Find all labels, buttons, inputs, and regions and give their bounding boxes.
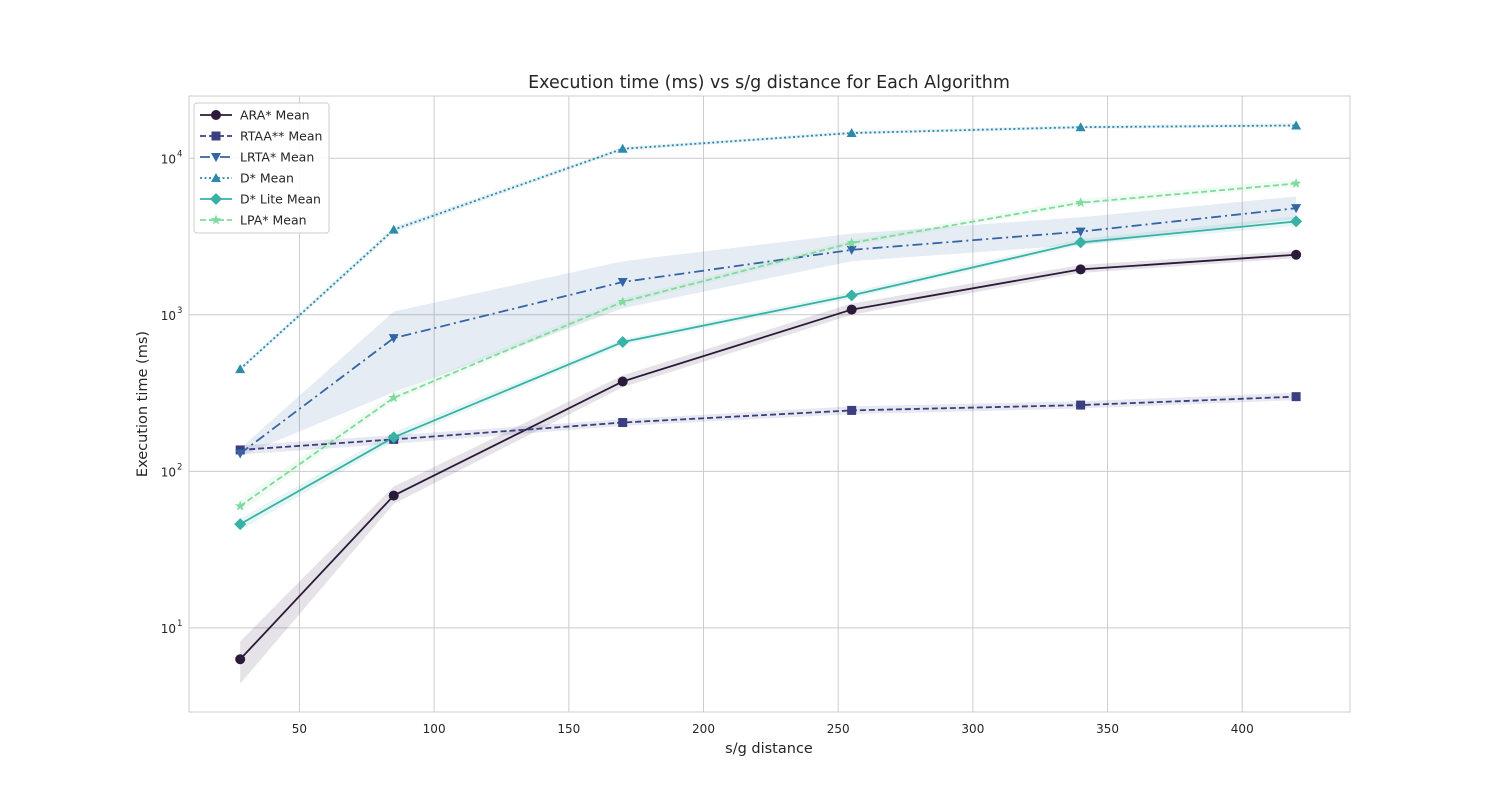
d-mean-point [617,143,628,153]
ara-mean-point [1075,264,1086,275]
series-lines [239,124,1297,660]
rtaa-mean-line [240,395,1297,451]
d-lite-mean-point [616,336,629,349]
d-lite-mean-point [1290,215,1303,228]
legend-marker-rtaa-mean [211,131,221,141]
lrta-mean-point [1291,204,1302,214]
lpa-mean-point [388,392,399,403]
lpa-mean-point [846,237,857,248]
legend-label-d-lite-mean: D* Lite Mean [240,192,321,207]
series-markers [234,120,1303,665]
legend-label-d-mean: D* Mean [240,171,294,186]
d-lite-mean-point [845,289,858,302]
rtaa-mean-confidence-band [240,392,1297,455]
ara-mean-point [235,654,246,665]
legend-label-lpa-mean: LPA* Mean [240,213,307,228]
d-mean-line [239,124,1297,370]
legend-marker-ara-mean [211,110,221,120]
rtaa-mean-point [847,405,857,415]
x-tick-label: 300 [961,722,984,736]
lpa-mean-point [234,500,246,511]
x-tick-label: 350 [1096,722,1119,736]
lrta-mean-point [235,449,246,459]
lpa-mean-point [617,296,628,307]
x-tick-label: 200 [692,722,715,736]
d-lite-mean-point [1074,236,1087,249]
d-mean-point [235,364,246,374]
ara-mean-point [388,490,399,501]
lrta-mean-point [388,334,399,344]
x-tick-label: 50 [292,722,307,736]
d-lite-mean-point [387,431,400,444]
legend-marker-d-mean [211,173,221,182]
d-mean-point [388,224,399,234]
legend-marker-lpa-mean [210,214,222,225]
rtaa-mean-point [618,418,628,428]
d-mean-point [1075,122,1086,132]
lrta-mean-point [1075,227,1086,237]
d-mean-point [846,128,857,138]
y-tick-label: 10 [161,309,176,323]
y-tick-exponent: 3 [177,306,182,316]
y-axis-label: Execution time (ms) [135,331,151,477]
x-axis-label: s/g distance [725,741,813,757]
legend-label-lrta-mean: LRTA* Mean [240,150,314,165]
y-tick-exponent: 4 [177,149,182,159]
d-lite-mean-point [234,518,247,531]
x-tick-label: 400 [1231,722,1254,736]
lrta-mean-confidence-band [240,196,1297,457]
chart-title: Execution time (ms) vs s/g distance for … [528,73,1010,93]
x-tick-label: 250 [827,722,850,736]
plot-background [188,95,1351,713]
lrta-mean-point [617,278,628,288]
y-tick-exponent: 1 [177,619,182,629]
rtaa-mean-point [1076,400,1086,410]
legend-marker-lrta-mean [211,153,221,162]
ara-mean-point [846,304,857,315]
ara-mean-line [239,253,1297,660]
d-mean-point [1291,120,1302,130]
ara-mean-point [1291,249,1302,260]
legend-label-ara-mean: ARA* Mean [240,108,310,123]
lrta-mean-point [846,245,857,255]
lpa-mean-point [1075,197,1086,208]
legend-marker-d-lite-mean [210,193,222,205]
rtaa-mean-point [1291,392,1301,402]
x-tick-labels: 50 100 150 200 250 300 350 400 [292,722,1254,736]
lrta-mean-line [239,207,1297,455]
y-tick-exponent: 2 [177,462,182,472]
y-tick-label: 10 [161,465,176,479]
legend: ARA* Mean RTAA** Mean LRTA* Mean D* Mean D* … [193,102,330,234]
lpa-mean-line [239,182,1297,507]
y-tick-label: 10 [161,152,176,166]
y-tick-label: 10 [161,622,176,636]
x-tick-label: 100 [423,722,446,736]
ara-mean-point [617,376,628,387]
x-tick-label: 150 [557,722,580,736]
lpa-mean-point [1290,178,1302,188]
legend-label-rtaa-mean: RTAA** Mean [240,129,322,144]
d-lite-mean-line [239,220,1297,525]
